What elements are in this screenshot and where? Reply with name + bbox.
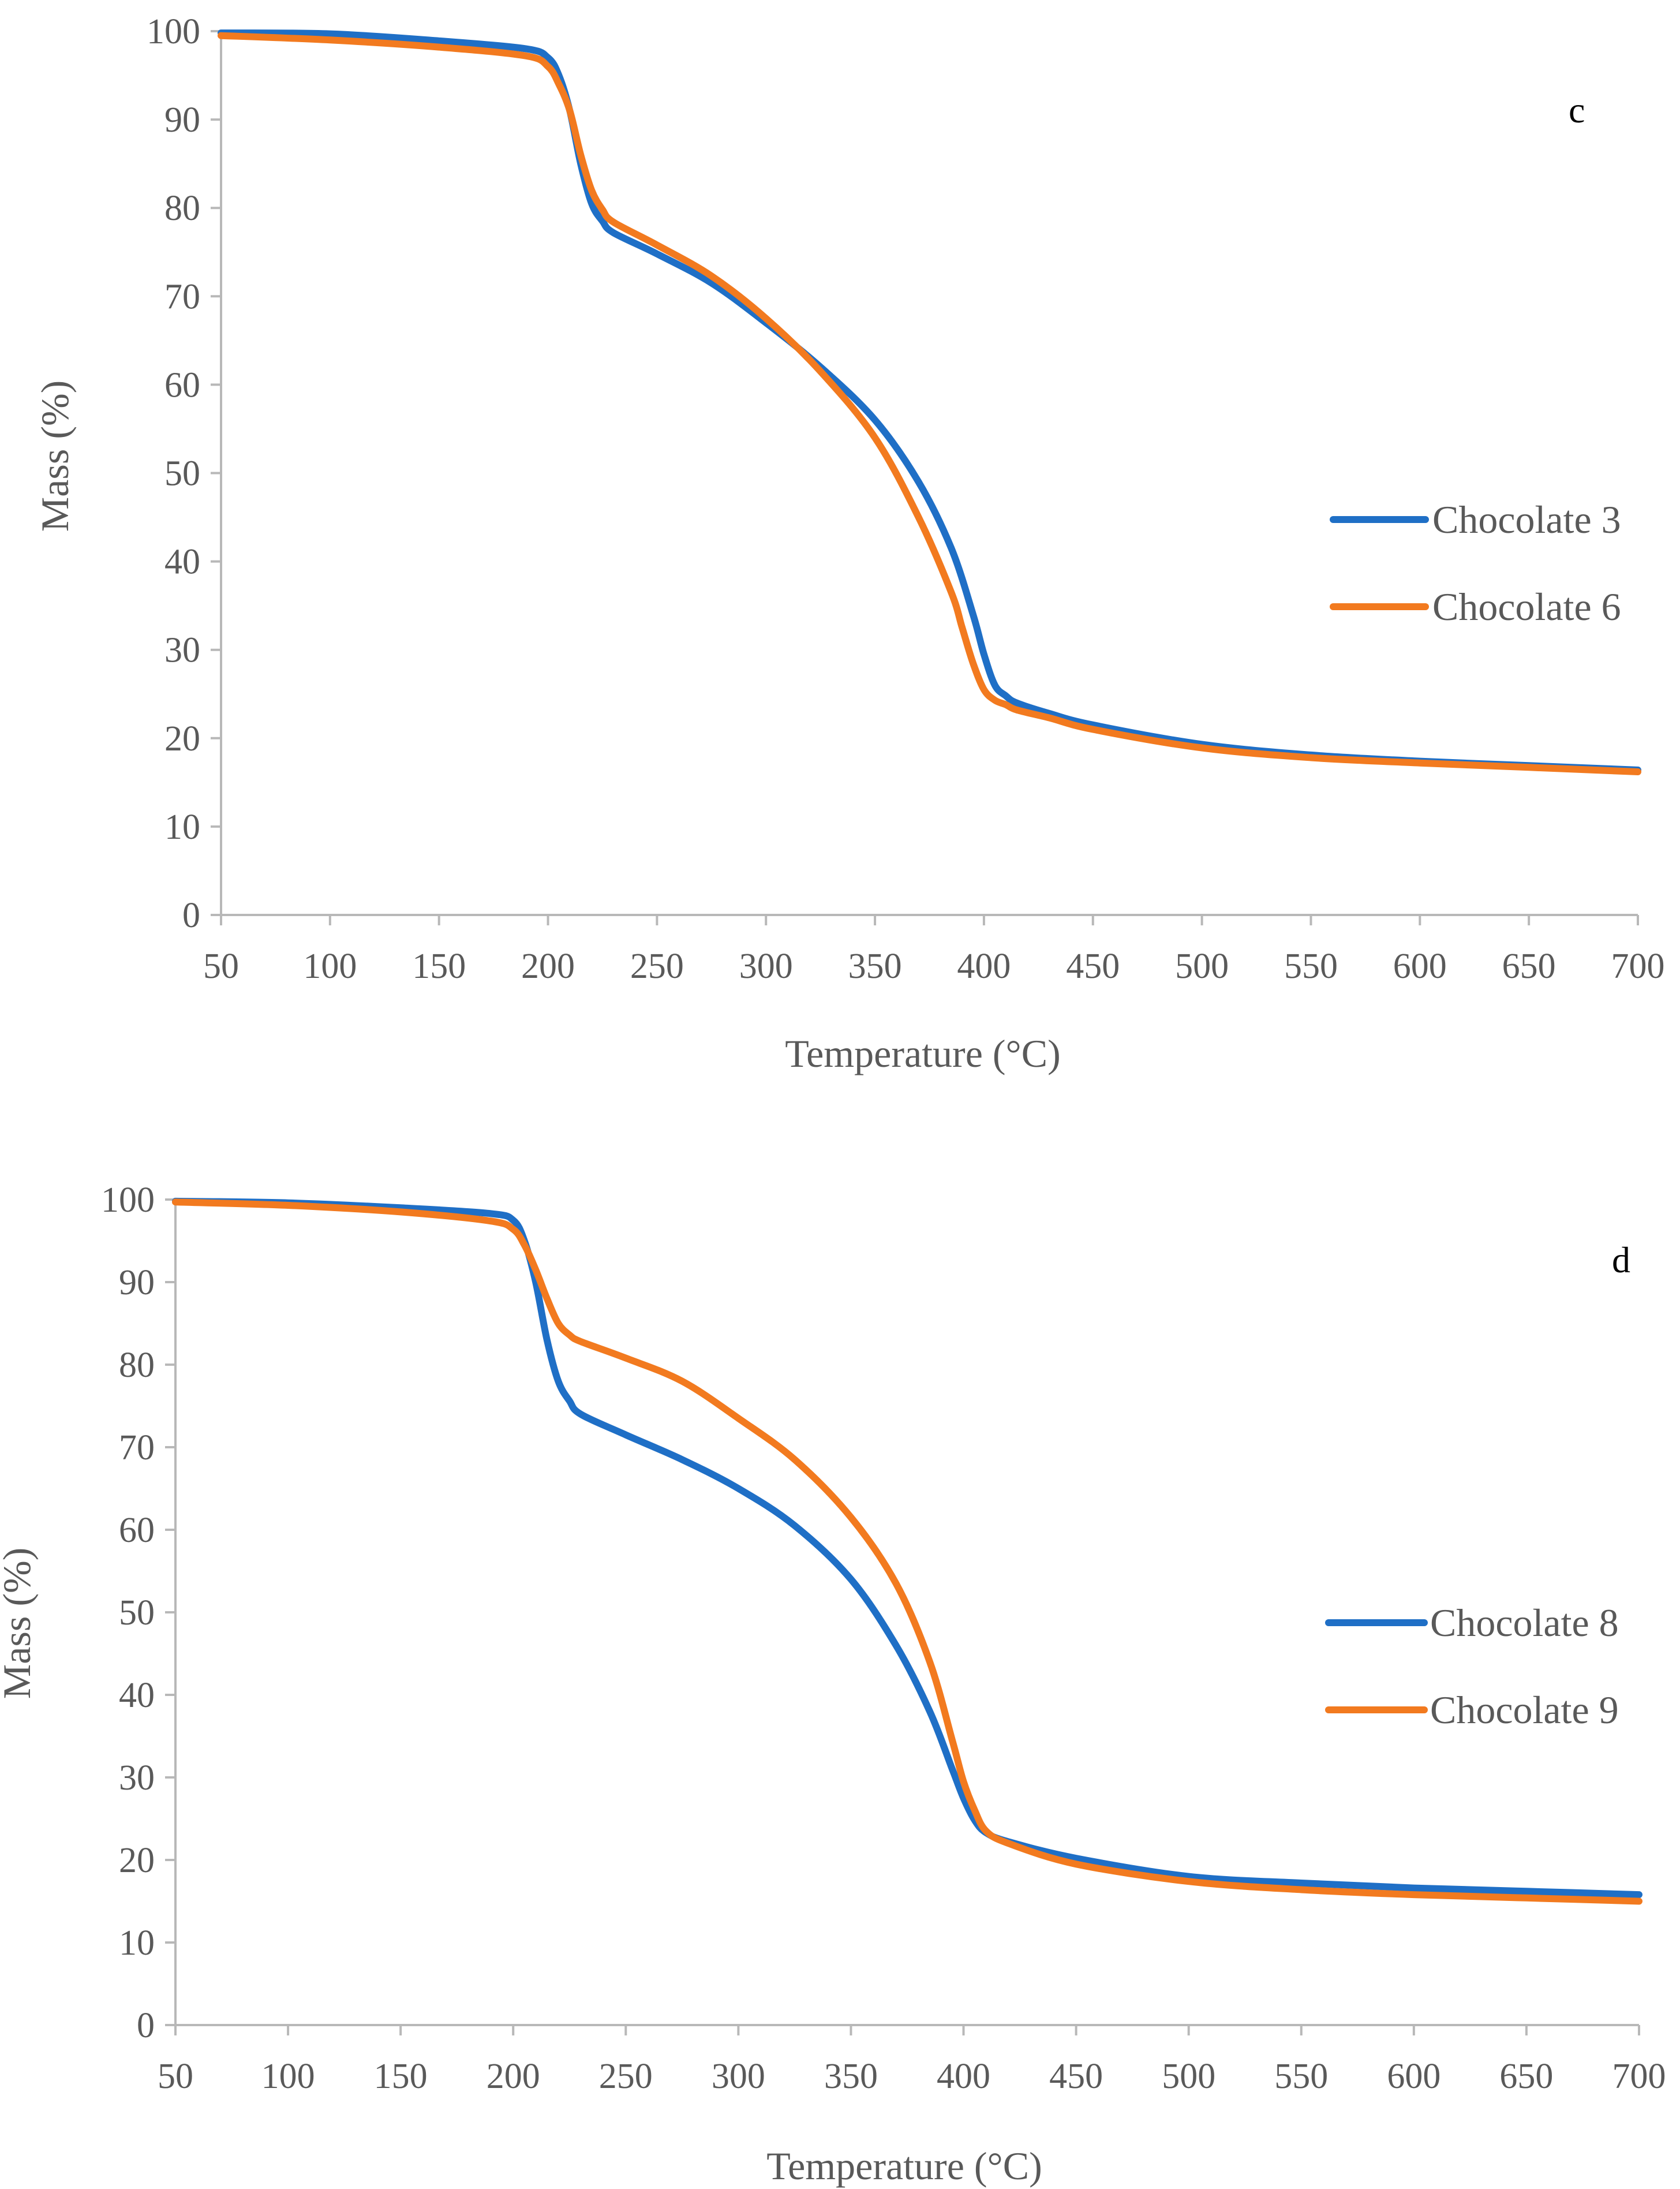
y-tick-label: 60 <box>164 365 200 405</box>
series-line-chocolate-8 <box>172 1197 1642 1899</box>
panel-label: c <box>1569 89 1585 130</box>
legend-label-chocolate-3: Chocolate 3 <box>1432 498 1621 541</box>
y-tick-label: 10 <box>164 808 200 847</box>
y-tick-label: 20 <box>119 1841 155 1880</box>
y-tick-label: 80 <box>164 189 200 228</box>
x-tick-label: 650 <box>1502 947 1556 986</box>
legend-label-chocolate-9: Chocolate 9 <box>1430 1688 1619 1732</box>
x-tick-label: 400 <box>957 947 1011 986</box>
x-tick-label: 50 <box>158 2057 193 2096</box>
x-tick-label: 250 <box>599 2057 653 2096</box>
y-tick-label: 40 <box>164 543 200 582</box>
y-tick-label: 20 <box>164 719 200 759</box>
x-tick-label: 300 <box>712 2057 765 2096</box>
y-tick-label: 70 <box>119 1428 155 1467</box>
y-tick-label: 50 <box>119 1593 155 1633</box>
x-axis-title: Temperature (°C) <box>785 1032 1060 1075</box>
legend-item-chocolate-8: Chocolate 8 <box>1325 1601 1619 1645</box>
x-tick-label: 350 <box>848 947 902 986</box>
series-line-chocolate-9 <box>172 1198 1642 1905</box>
legend: Chocolate 3 Chocolate 6 <box>1330 498 1621 629</box>
y-tick-label: 60 <box>119 1511 155 1550</box>
panel-label: d <box>1612 1239 1630 1280</box>
y-tick-label: 100 <box>147 12 200 51</box>
y-axis-title: Mass (%) <box>0 1548 39 1699</box>
series-line-chocolate-3 <box>218 29 1641 774</box>
x-tick-label: 600 <box>1393 947 1447 986</box>
x-tick-label: 450 <box>1049 2057 1103 2096</box>
x-tick-label: 200 <box>521 947 575 986</box>
chart-panel-c: Mass (%) Temperature (°C) c Chocolate 3 … <box>33 12 1665 1075</box>
y-tick-label: 30 <box>119 1758 155 1798</box>
x-tick-label: 100 <box>261 2057 315 2096</box>
x-tick-label: 550 <box>1284 947 1338 986</box>
legend-label-chocolate-8: Chocolate 8 <box>1430 1601 1619 1645</box>
x-axis-title: Temperature (°C) <box>766 2144 1042 2188</box>
y-tick-label: 30 <box>164 631 200 670</box>
x-tick-label: 700 <box>1611 947 1665 986</box>
legend-label-chocolate-6: Chocolate 6 <box>1432 585 1621 629</box>
y-tick-label: 90 <box>119 1263 155 1302</box>
x-tick-label: 700 <box>1612 2057 1666 2096</box>
x-tick-label: 350 <box>824 2057 878 2096</box>
y-tick-label: 100 <box>101 1181 155 1220</box>
y-tick-label: 0 <box>137 2006 155 2045</box>
chart-panel-d: Mass (%) Temperature (°C) d Chocolate 8 … <box>0 1181 1666 2188</box>
x-tick-label: 250 <box>630 947 684 986</box>
legend-item-chocolate-9: Chocolate 9 <box>1325 1688 1619 1732</box>
series-line-chocolate-6 <box>218 32 1641 775</box>
y-tick-label: 0 <box>182 896 200 935</box>
x-tick-label: 650 <box>1499 2057 1553 2096</box>
y-tick-label: 70 <box>164 277 200 316</box>
x-tick-label: 200 <box>487 2057 540 2096</box>
x-tick-label: 100 <box>303 947 357 986</box>
y-tick-label: 90 <box>164 100 200 140</box>
y-tick-label: 50 <box>164 454 200 494</box>
x-tick-label: 300 <box>739 947 793 986</box>
legend: Chocolate 8 Chocolate 9 <box>1325 1601 1619 1732</box>
y-tick-label: 40 <box>119 1676 155 1715</box>
y-tick-label: 80 <box>119 1346 155 1385</box>
x-tick-label: 550 <box>1274 2057 1328 2096</box>
x-tick-label: 500 <box>1175 947 1229 986</box>
x-tick-label: 600 <box>1387 2057 1440 2096</box>
x-tick-label: 400 <box>937 2057 990 2096</box>
x-tick-label: 150 <box>374 2057 428 2096</box>
y-axis-title: Mass (%) <box>33 380 77 532</box>
x-tick-label: 450 <box>1066 947 1120 986</box>
y-tick-label: 10 <box>119 1923 155 1963</box>
legend-item-chocolate-6: Chocolate 6 <box>1330 585 1621 629</box>
x-tick-label: 500 <box>1162 2057 1215 2096</box>
x-tick-label: 150 <box>412 947 466 986</box>
x-tick-label: 50 <box>203 947 239 986</box>
legend-item-chocolate-3: Chocolate 3 <box>1330 498 1621 541</box>
